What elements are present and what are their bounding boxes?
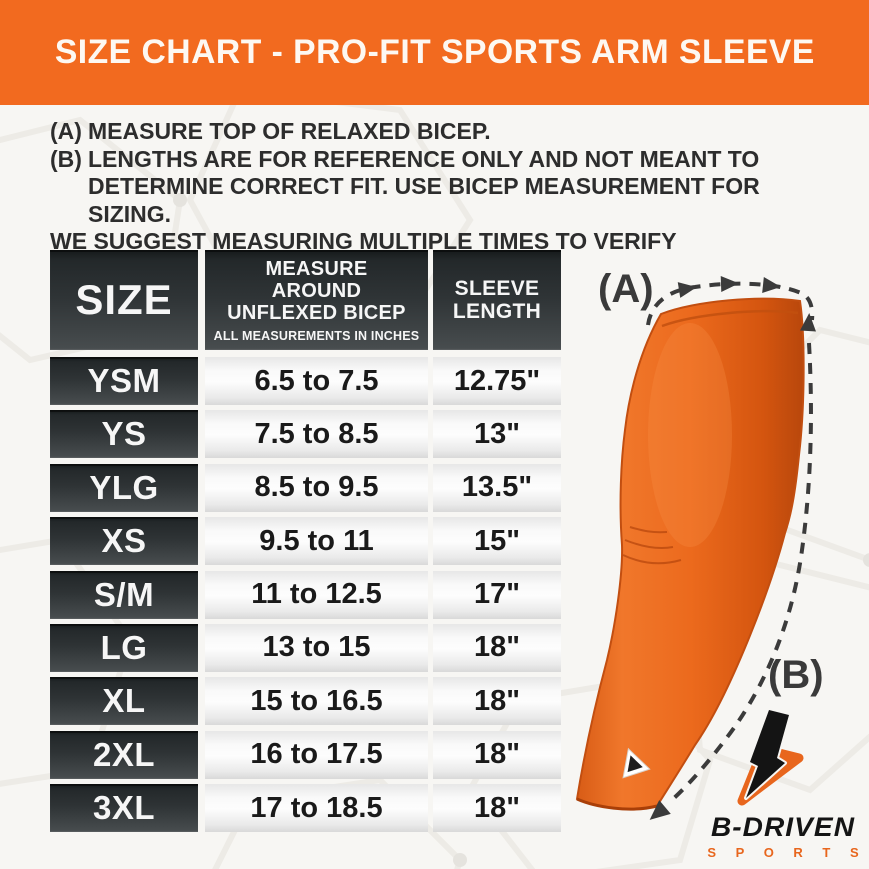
size-chart-table: SIZE MEASURE AROUND UNFLEXED BICEP ALL M…	[50, 250, 561, 838]
table-row: YLG 8.5 to 9.5 13.5"	[50, 463, 561, 512]
logo-name: B-DRIVEN	[710, 812, 856, 842]
header-size: SIZE	[50, 250, 198, 350]
note-b-text2: DETERMINE CORRECT FIT. USE BICEP MEASURE…	[88, 173, 760, 227]
title-banner: SIZE CHART - PRO-FIT SPORTS ARM SLEEVE	[0, 0, 869, 105]
measure-a-arrowheads	[677, 276, 781, 298]
note-a: (A) MEASURE TOP OF RELAXED BICEP.	[50, 118, 790, 146]
table-row: S/M 11 to 12.5 17"	[50, 570, 561, 619]
measure-b-line	[671, 342, 813, 801]
table-row: YSM 6.5 to 7.5 12.75"	[50, 357, 561, 405]
measure-b-arrowheads	[649, 313, 816, 820]
arm-sleeve-diagram: (A) (B)	[555, 245, 869, 869]
table-row: 3XL 17 to 18.5 18"	[50, 784, 561, 833]
note-b-line1: (B) LENGTHS ARE FOR REFERENCE ONLY AND N…	[50, 146, 790, 174]
note-a-text: MEASURE TOP OF RELAXED BICEP.	[88, 118, 491, 144]
header-bicep: MEASURE AROUND UNFLEXED BICEP ALL MEASUR…	[205, 250, 428, 350]
note-a-prefix: (A)	[50, 118, 82, 144]
b-driven-logo-icon	[737, 708, 804, 806]
label-b: (B)	[768, 653, 824, 697]
measure-a-line	[646, 281, 815, 326]
sleeve-badge-icon	[622, 747, 651, 779]
note-b-prefix: (B)	[50, 145, 82, 172]
table-row: YS 7.5 to 8.5 13"	[50, 410, 561, 459]
table-row: 2XL 16 to 17.5 18"	[50, 730, 561, 779]
logo-subtitle: S P O R T S	[707, 845, 867, 860]
table-row: XS 9.5 to 11 15"	[50, 517, 561, 566]
label-a: (A)	[598, 267, 654, 311]
note-b-line2: DETERMINE CORRECT FIT. USE BICEP MEASURE…	[50, 173, 790, 228]
table-row: XL 15 to 16.5 18"	[50, 677, 561, 726]
arm-sleeve-illustration	[575, 276, 816, 820]
page-title: SIZE CHART - PRO-FIT SPORTS ARM SLEEVE	[54, 33, 815, 71]
table-header-row: SIZE MEASURE AROUND UNFLEXED BICEP ALL M…	[50, 250, 561, 350]
header-sleeve-length: SLEEVE LENGTH	[433, 250, 561, 350]
b-driven-wordmark: B-DRIVEN S P O R T S	[690, 812, 869, 860]
table-row: LG 13 to 15 18"	[50, 623, 561, 672]
note-b-text1: LENGTHS ARE FOR REFERENCE ONLY AND NOT M…	[88, 145, 760, 172]
